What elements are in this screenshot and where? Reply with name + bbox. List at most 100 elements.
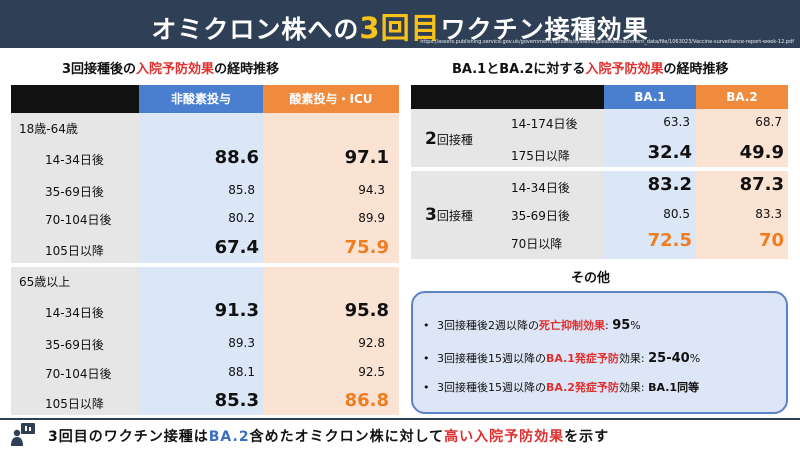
left-section-title: 3回接種後の入院予防効果の経時推移 — [62, 58, 279, 77]
presenter-icon — [11, 423, 35, 446]
item-value: BA.1同等 — [648, 381, 700, 394]
table-cell: 63.3 — [663, 115, 690, 129]
conclusion-part: を示す — [564, 429, 610, 445]
col-bg-ba1 — [604, 85, 696, 259]
dose-number: 3 — [425, 205, 437, 225]
bullet-icon: • — [423, 319, 430, 332]
period-label: 14-174日後 — [511, 117, 578, 131]
table-cell: 92.8 — [358, 336, 385, 350]
table-cell: 88.1 — [228, 365, 255, 379]
group-divider — [411, 167, 788, 171]
table-cell: 95.8 — [344, 300, 389, 321]
title-part: 3回接種後の — [62, 62, 137, 77]
group-label: 18歳-64歳 — [19, 122, 78, 136]
item-text: : — [605, 319, 613, 332]
conclusion-highlight-blue: BA.2 — [208, 429, 250, 445]
item-text: 3回接種後15週以降の — [437, 381, 546, 394]
list-item: • 3回接種後15週以降のBA.2発症予防効果: BA.1同等 — [423, 379, 699, 395]
table-cell: 86.8 — [344, 390, 389, 411]
col-bg-ba2 — [696, 85, 788, 259]
col-bg-oxygen-icu — [263, 85, 399, 415]
dose-label: 2回接種 — [425, 129, 473, 149]
col-header-non-oxygen: 非酸素投与 — [139, 85, 263, 113]
source-url: https://assets.publishing.service.gov.uk… — [420, 39, 794, 45]
table-cell: 83.2 — [647, 174, 692, 195]
title-part: BA.1 — [452, 62, 487, 77]
bullet-icon: • — [423, 352, 430, 365]
period-label: 14-34日後 — [511, 181, 570, 195]
col-bg-non-oxygen — [139, 85, 263, 415]
bullet-icon: • — [423, 381, 430, 394]
period-label: 35-69日後 — [45, 338, 104, 352]
title-highlight: 入院予防効果 — [585, 62, 664, 77]
table-cell: 70 — [758, 230, 784, 251]
page-title: オミクロン株への3回目ワクチン接種効果 — [0, 5, 800, 47]
period-label: 70-104日後 — [45, 213, 112, 227]
table-cell: 32.4 — [647, 142, 692, 163]
list-item: • 3回接種後2週以降の死亡抑制効果: 95% — [423, 317, 641, 333]
dose-suffix: 回接種 — [436, 133, 473, 147]
dose-number: 2 — [425, 129, 437, 149]
period-label: 175日以降 — [511, 149, 570, 163]
table-cell: 68.7 — [755, 115, 782, 129]
table-cell: 94.3 — [358, 183, 385, 197]
col-header-ba2: BA.2 — [696, 85, 788, 109]
list-item: • 3回接種後15週以降のBA.1発症予防効果: 25-40% — [423, 350, 700, 366]
title-highlight: 入院予防効果 — [136, 62, 215, 77]
item-highlight: BA.2発症予防 — [546, 381, 619, 394]
period-label: 35-69日後 — [45, 185, 104, 199]
hospitalization-table: 非酸素投与 酸素投与・ICU 18歳-64歳 14-34日後 88.6 97.1… — [11, 85, 399, 415]
table-cell: 85.8 — [228, 183, 255, 197]
item-highlight: BA.1発症予防 — [546, 352, 619, 365]
col-header-oxygen-icu: 酸素投与・ICU — [263, 85, 399, 113]
title-part: ワクチン接種効果 — [440, 15, 649, 44]
period-label: 35-69日後 — [511, 209, 570, 223]
table-cell: 49.9 — [739, 142, 784, 163]
item-text: 効果: — [618, 381, 649, 394]
conclusion-text: 3回目のワクチン接種はBA.2含めたオミクロン株に対して高い入院予防効果を示す — [48, 426, 609, 446]
table-cell: 88.6 — [214, 147, 259, 168]
table-cell: 89.9 — [358, 211, 385, 225]
item-highlight: 死亡抑制効果 — [539, 319, 605, 332]
conclusion-highlight-red: 高い入院予防効果 — [444, 429, 565, 445]
table-cell: 87.3 — [739, 174, 784, 195]
conclusion-part: 含めたオミクロン株に対して — [249, 429, 445, 445]
item-unit: % — [689, 352, 701, 365]
title-highlight: 3回目 — [359, 11, 441, 45]
others-box: • 3回接種後2週以降の死亡抑制効果: 95% • 3回接種後15週以降のBA.1発… — [411, 291, 788, 414]
dose-suffix: 回接種 — [436, 209, 473, 223]
table-cell: 91.3 — [214, 300, 259, 321]
table-cell: 89.3 — [228, 336, 255, 350]
dose-label: 3回接種 — [425, 205, 473, 225]
table-cell: 75.9 — [344, 237, 389, 258]
table-cell: 85.3 — [214, 390, 259, 411]
item-text: 効果: — [618, 352, 649, 365]
period-label: 14-34日後 — [45, 306, 104, 320]
table-cell: 72.5 — [647, 230, 692, 251]
table-cell: 92.5 — [358, 365, 385, 379]
right-section-title: BA.1とBA.2に対する入院予防効果の経時推移 — [452, 58, 728, 77]
item-value: 95 — [612, 318, 631, 333]
group-divider — [11, 263, 399, 267]
title-part: オミクロン株への — [151, 15, 360, 44]
item-text: 3回接種後2週以降の — [437, 319, 539, 332]
variant-table: BA.1 BA.2 2回接種 14-174日後 63.3 68.7 175日以降… — [411, 85, 788, 259]
item-text: 3回接種後15週以降の — [437, 352, 546, 365]
item-value: 25-40 — [648, 351, 690, 366]
header-bar: オミクロン株への3回目ワクチン接種効果 https://assets.publi… — [0, 0, 800, 48]
period-label: 70-104日後 — [45, 367, 112, 381]
others-title: その他 — [571, 271, 611, 286]
period-label: 14-34日後 — [45, 153, 104, 167]
title-part: に対する — [533, 62, 586, 77]
table-cell: 97.1 — [344, 147, 389, 168]
period-label: 105日以降 — [45, 244, 104, 258]
title-part: の経時推移 — [663, 62, 729, 77]
table-cell: 80.2 — [228, 211, 255, 225]
conclusion-part: 3回目のワクチン接種は — [48, 429, 209, 445]
period-label: 70日以降 — [511, 237, 563, 251]
period-label: 105日以降 — [45, 397, 104, 411]
group-label: 65歳以上 — [19, 275, 71, 289]
title-part: と — [486, 62, 500, 77]
item-unit: % — [630, 319, 641, 332]
col-header-ba1: BA.1 — [604, 85, 696, 109]
